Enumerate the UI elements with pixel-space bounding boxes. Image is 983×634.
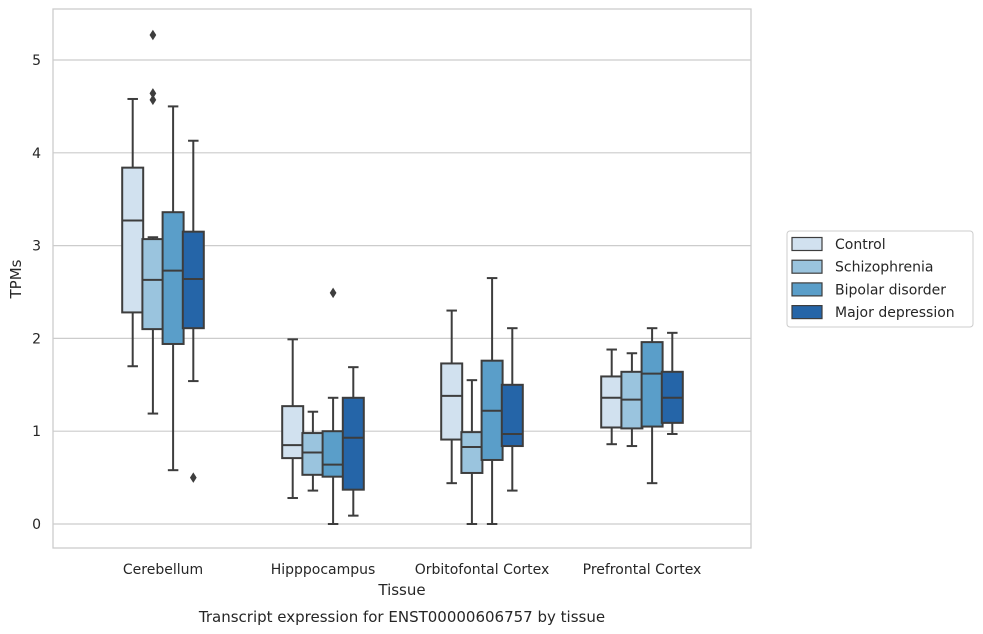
y-tick-label: 5 [32, 53, 41, 69]
y-tick-label: 2 [32, 331, 41, 347]
y-tick-label: 0 [32, 517, 41, 533]
chart-caption: Transcript expression for ENST0000060675… [198, 608, 605, 626]
legend-label: Control [835, 237, 886, 253]
legend-label: Bipolar disorder [835, 282, 946, 298]
box-body [301, 432, 325, 476]
box-body [161, 211, 185, 345]
box-control [600, 348, 624, 446]
box-major-depression [500, 327, 524, 492]
x-axis-ticks: Cerebellum Hipppocampus Orbitofontal Corte… [123, 562, 701, 578]
legend-swatch [791, 236, 823, 252]
box-body [121, 166, 145, 314]
outlier-point [329, 287, 337, 299]
box-schizophrenia [460, 379, 484, 525]
box-body [141, 238, 165, 331]
outlier-point [189, 472, 197, 483]
box-control [440, 309, 464, 485]
box-major-depression [660, 331, 684, 435]
box-body [640, 341, 664, 428]
box-major-depression [181, 139, 205, 483]
legend-swatch [791, 305, 823, 320]
box-schizophrenia [620, 352, 644, 448]
legend-label: Major depression [835, 305, 955, 321]
x-tick-label: Hipppocampus [271, 562, 376, 578]
legend-swatch [791, 259, 823, 274]
legend-swatch [791, 282, 823, 297]
legend-label: Schizophrenia [835, 260, 933, 276]
legend: Control Schizophrenia Bipolar disorder Majo… [786, 230, 974, 328]
boxes [121, 29, 684, 525]
box-bipolar-disorder [640, 327, 664, 485]
box-body [600, 375, 624, 429]
box-body [321, 430, 345, 478]
box-body [500, 383, 524, 448]
box-body [341, 396, 365, 491]
outlier-point [149, 94, 157, 106]
legend-frame [786, 230, 974, 328]
box-body [281, 405, 305, 460]
box-body [440, 362, 464, 441]
x-tick-label: Cerebellum [123, 562, 203, 578]
x-tick-label: Prefrontal Cortex [583, 562, 702, 578]
box-bipolar-disorder [161, 105, 185, 472]
outlier-point [149, 88, 157, 99]
y-tick-label: 4 [32, 146, 41, 162]
x-axis-label: Tissue [377, 581, 425, 599]
y-tick-label: 1 [32, 424, 41, 440]
box-major-depression [341, 366, 365, 517]
box-schizophrenia [141, 29, 165, 415]
box-schizophrenia [301, 410, 325, 492]
outlier-point [149, 29, 157, 41]
x-tick-label: Orbitofontal Cortex [415, 562, 550, 578]
box-bipolar-disorder [480, 277, 504, 525]
box-body [460, 431, 484, 474]
y-axis-ticks: 0 1 2 3 4 5 [32, 53, 41, 533]
y-tick-label: 3 [32, 239, 41, 255]
y-axis-label: TPMs [7, 259, 25, 299]
